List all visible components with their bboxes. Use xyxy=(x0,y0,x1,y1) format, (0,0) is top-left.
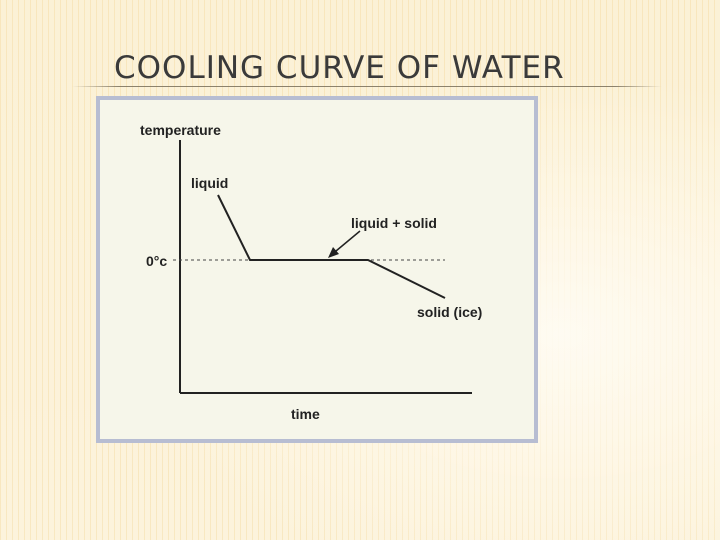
liquid-solid-phase-label: liquid + solid xyxy=(351,215,437,231)
cooling-curve-diagram: temperature time 0°c liquid liquid + sol… xyxy=(96,96,538,443)
liquid-phase-label: liquid xyxy=(191,175,228,191)
x-axis-label: time xyxy=(291,406,320,422)
transition-arrowhead xyxy=(328,247,339,258)
zero-degree-label: 0°c xyxy=(146,253,167,269)
cooling-curve-line xyxy=(217,194,446,299)
slide-title: COOLING CURVE OF WATER xyxy=(114,50,565,86)
title-divider xyxy=(72,86,662,87)
cooling-curve-svg: temperature time 0°c liquid liquid + sol… xyxy=(140,122,482,422)
y-axis-label: temperature xyxy=(140,122,221,138)
solid-phase-label: solid (ice) xyxy=(417,304,482,320)
transition-arrow xyxy=(335,230,361,252)
